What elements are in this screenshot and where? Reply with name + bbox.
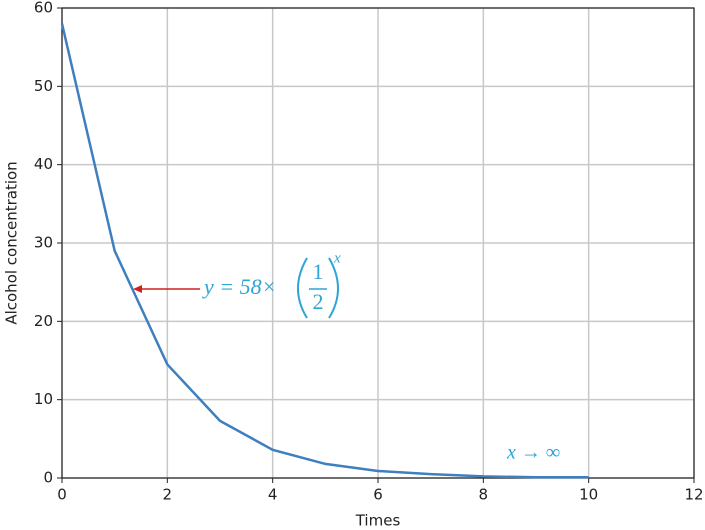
x-tick-label: 0 bbox=[57, 486, 67, 504]
x-tick-label: 8 bbox=[479, 486, 489, 504]
limit-note: x → ∞ bbox=[506, 442, 560, 464]
paren-right bbox=[328, 257, 339, 319]
x-axis-label: Times bbox=[355, 512, 401, 530]
y-tick-label: 50 bbox=[34, 77, 53, 95]
grid bbox=[61, 7, 695, 479]
y-tick-label: 0 bbox=[43, 469, 53, 487]
formula-lhs: y = 58× bbox=[202, 274, 276, 299]
formula-exponent: x bbox=[333, 250, 341, 266]
x-tick-label: 4 bbox=[268, 486, 278, 504]
y-tick-label: 30 bbox=[34, 234, 53, 252]
formula-numerator: 1 bbox=[313, 259, 324, 284]
y-tick-label: 40 bbox=[34, 155, 53, 173]
x-tick-label: 2 bbox=[163, 486, 173, 504]
x-tick-label: 6 bbox=[373, 486, 383, 504]
x-tick-label: 12 bbox=[684, 486, 703, 504]
paren-left bbox=[297, 257, 308, 319]
y-tick-label: 10 bbox=[34, 390, 53, 408]
data-line bbox=[60, 23, 589, 479]
x-tick-label: 10 bbox=[579, 486, 598, 504]
y-axis-label: Alcohol concentration bbox=[3, 161, 21, 324]
y-tick-label: 60 bbox=[34, 0, 53, 17]
y-tick-label: 20 bbox=[34, 312, 53, 330]
arrow-head bbox=[133, 285, 142, 293]
formula-denominator: 2 bbox=[313, 289, 324, 314]
